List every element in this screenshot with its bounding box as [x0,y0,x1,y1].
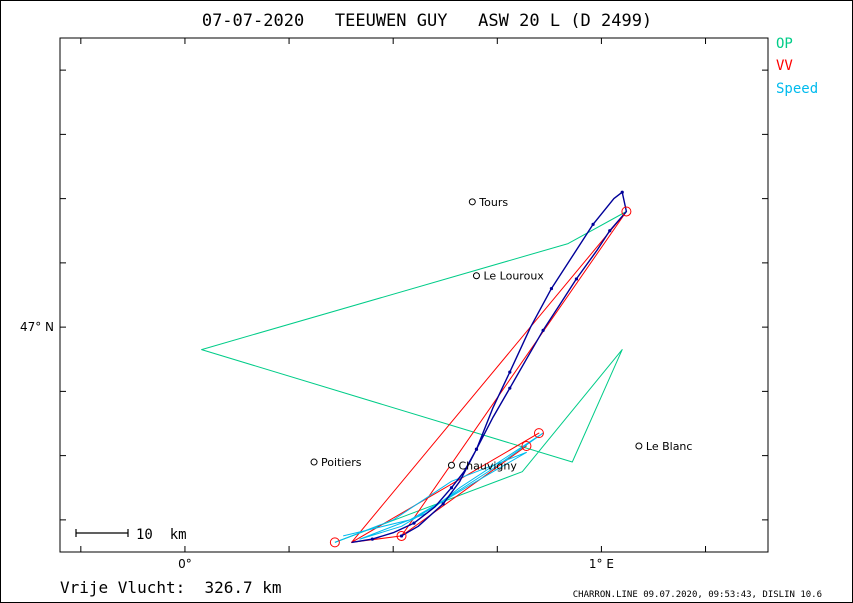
place-label: Le Louroux [483,270,544,283]
turnpoint-marker [396,530,407,541]
x-tick-label-1: 1° E [589,557,614,571]
place-le-louroux: Le Louroux [472,270,544,283]
track-fix-point [399,534,404,538]
turnpoint-marker [533,428,544,439]
legend-entry-vv: VV [776,58,793,74]
track-fix-point [449,486,454,490]
track-fix-point [549,286,554,291]
track-fix-point [620,190,624,194]
track-fix-point [608,229,612,233]
track-fix-point [474,447,479,451]
scale-bar-label: 10 km [136,527,187,543]
places-layer: Tours Le Louroux Poitiers Chauvigny Le Blanc [310,196,693,472]
track-fix-point [508,370,512,374]
place-label: Poitiers [321,456,362,469]
track-fix-point [441,502,445,506]
legend-entry-speed: Speed [776,81,818,97]
track-fix-point [508,386,512,390]
turnpoint-marker [621,206,632,217]
place-marker [472,272,480,280]
place-chauvigny: Chauvigny [447,459,517,472]
place-marker [310,458,318,466]
scale-bar: 10 km [75,527,187,543]
x-tick-label-0: 0° [178,557,192,571]
place-marker [447,461,455,469]
series-speed-line [334,432,544,543]
track-fix-point [574,277,579,281]
plot-frame [59,37,769,553]
track-fix-point [370,537,374,541]
place-tours: Tours [468,196,508,209]
legend: OP VV Speed [776,36,818,97]
series-op-line [201,211,627,543]
track-fix-point [412,521,416,525]
axis-ticks [60,38,768,552]
y-tick-label-0: 47° N [20,320,54,334]
turnpoint-marker [329,537,340,548]
place-marker [635,442,643,450]
turnpoint-marker [521,440,532,451]
legend-entry-op: OP [776,36,793,52]
series-layer [201,190,628,544]
track-fix-point [591,222,595,226]
turnpoint-layer [329,206,632,548]
place-label: Le Blanc [646,440,693,453]
chart-title: 07-07-2020 TEEUWEN GUY ASW 20 L (D 2499) [202,11,652,31]
series-track-line [351,191,628,544]
place-le-blanc: Le Blanc [635,440,693,453]
footer-file-info: CHARRON.LINE 09.07.2020, 09:53:43, DISLI… [573,590,822,600]
place-label: Chauvigny [458,459,517,472]
place-marker [468,198,476,206]
place-label: Tours [478,196,508,209]
place-poitiers: Poitiers [310,456,362,469]
free-flight-distance: Vrije Vlucht: 326.7 km [60,578,282,597]
track-fix-point [541,328,545,332]
